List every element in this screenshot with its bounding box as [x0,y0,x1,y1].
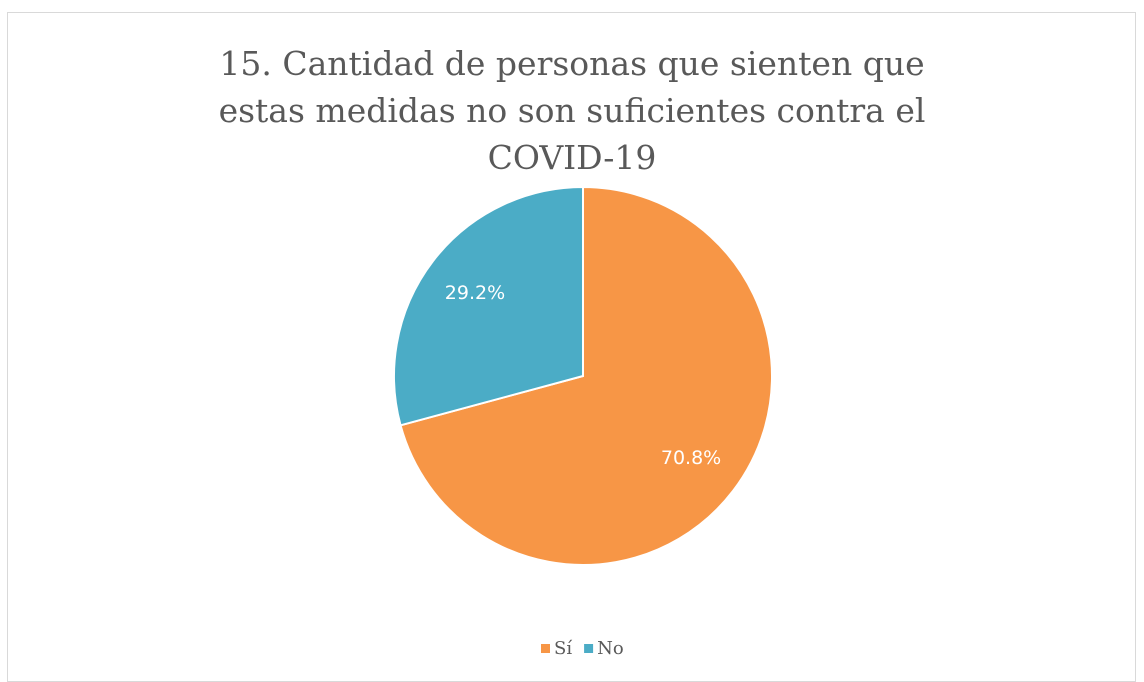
pie-slice [399,185,773,566]
data-label: 29.2% [445,282,505,304]
legend-swatch [541,644,550,653]
legend-label: No [597,638,624,659]
pie-slice [393,185,584,427]
data-label: 70.8% [661,447,721,469]
legend-swatch [584,644,594,653]
legend-label: Sí [554,638,572,659]
chart-title: 15. Cantidad de personas que sienten que… [218,44,926,177]
